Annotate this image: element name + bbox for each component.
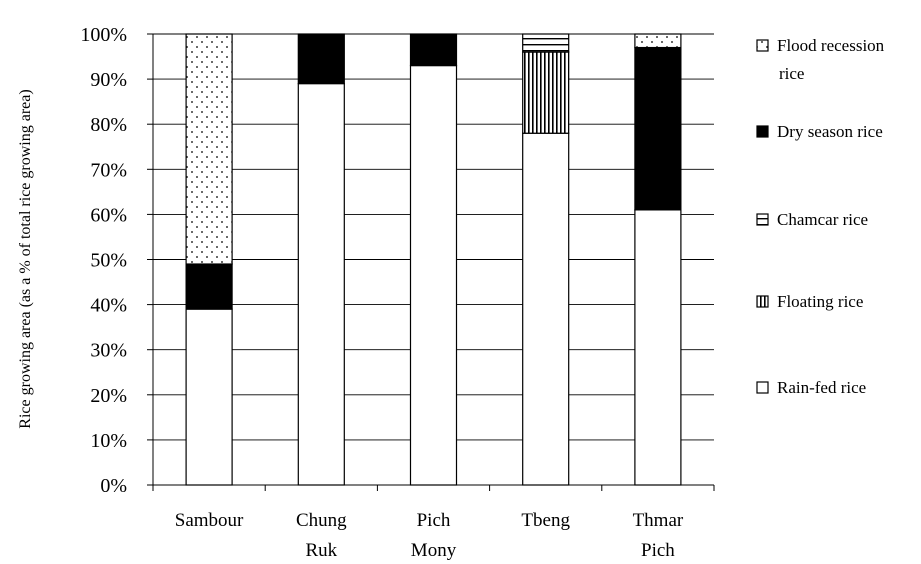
- x-category-label: Pich: [641, 540, 675, 561]
- x-category-label: Pich: [417, 510, 451, 531]
- x-category-label: Thmar: [633, 510, 684, 531]
- bar-segment-rain-fed-rice: [634, 209, 682, 486]
- bar-segment-dry-season-rice: [409, 33, 458, 67]
- bar-segment-rain-fed-rice: [185, 308, 233, 486]
- legend-swatch: [756, 39, 769, 52]
- x-category-label: Ruk: [305, 540, 337, 561]
- bar-segment-chamcar-rice: [522, 33, 570, 53]
- bar-segment-rain-fed-rice: [522, 132, 570, 486]
- y-tick-label: 10%: [90, 430, 127, 452]
- y-tick-label: 50%: [90, 250, 127, 272]
- legend: Flood recession rice Dry season rice Chamca…: [756, 36, 885, 397]
- bar-segment-floating-rice: [522, 51, 570, 134]
- legend-label: Floating rice: [777, 292, 863, 311]
- x-category-label: Mony: [411, 540, 457, 561]
- x-category-label: Chung: [296, 510, 347, 531]
- bar-segment-rain-fed-rice: [409, 64, 458, 486]
- bar-segment-flood-recession-rice: [634, 33, 682, 49]
- bar-segment-rain-fed-rice: [297, 83, 345, 486]
- y-axis-title: Rice growing area (as a % of total rice …: [17, 89, 34, 428]
- y-axis-ticks: 0% 10% 20% 30% 40% 50% 60% 70% 80% 90% 100%: [80, 24, 127, 497]
- legend-label: rice: [779, 64, 804, 83]
- y-tick-label: 100%: [80, 24, 127, 46]
- legend-label: Dry season rice: [777, 122, 883, 141]
- legend-label: Flood recession: [777, 36, 885, 55]
- y-tick-label: 20%: [90, 385, 127, 407]
- bar-segment-dry-season-rice: [297, 33, 345, 85]
- legend-label: Chamcar rice: [777, 210, 868, 229]
- x-axis-labels: Sambour Chung Ruk Pich Mony Tbeng Thmar Pich: [175, 510, 684, 561]
- y-tick-label: 0%: [100, 475, 127, 497]
- legend-swatch: [756, 295, 769, 308]
- y-tick-label: 70%: [90, 159, 127, 181]
- bar-segment-dry-season-rice: [185, 263, 233, 310]
- legend-swatch: [756, 381, 769, 394]
- y-tick-label: 80%: [90, 114, 127, 136]
- y-tick-label: 90%: [90, 69, 127, 91]
- legend-swatch: [756, 213, 769, 226]
- legend-swatch: [756, 125, 769, 138]
- legend-label: Rain-fed rice: [777, 378, 866, 397]
- bar-segment-flood-recession-rice: [185, 33, 233, 265]
- bar-segment-dry-season-rice: [634, 46, 682, 211]
- bars: [185, 33, 682, 486]
- x-category-label: Tbeng: [521, 510, 570, 531]
- y-tick-label: 30%: [90, 340, 127, 362]
- y-tick-label: 60%: [90, 204, 127, 226]
- x-category-label: Sambour: [175, 510, 244, 531]
- y-tick-label: 40%: [90, 295, 127, 317]
